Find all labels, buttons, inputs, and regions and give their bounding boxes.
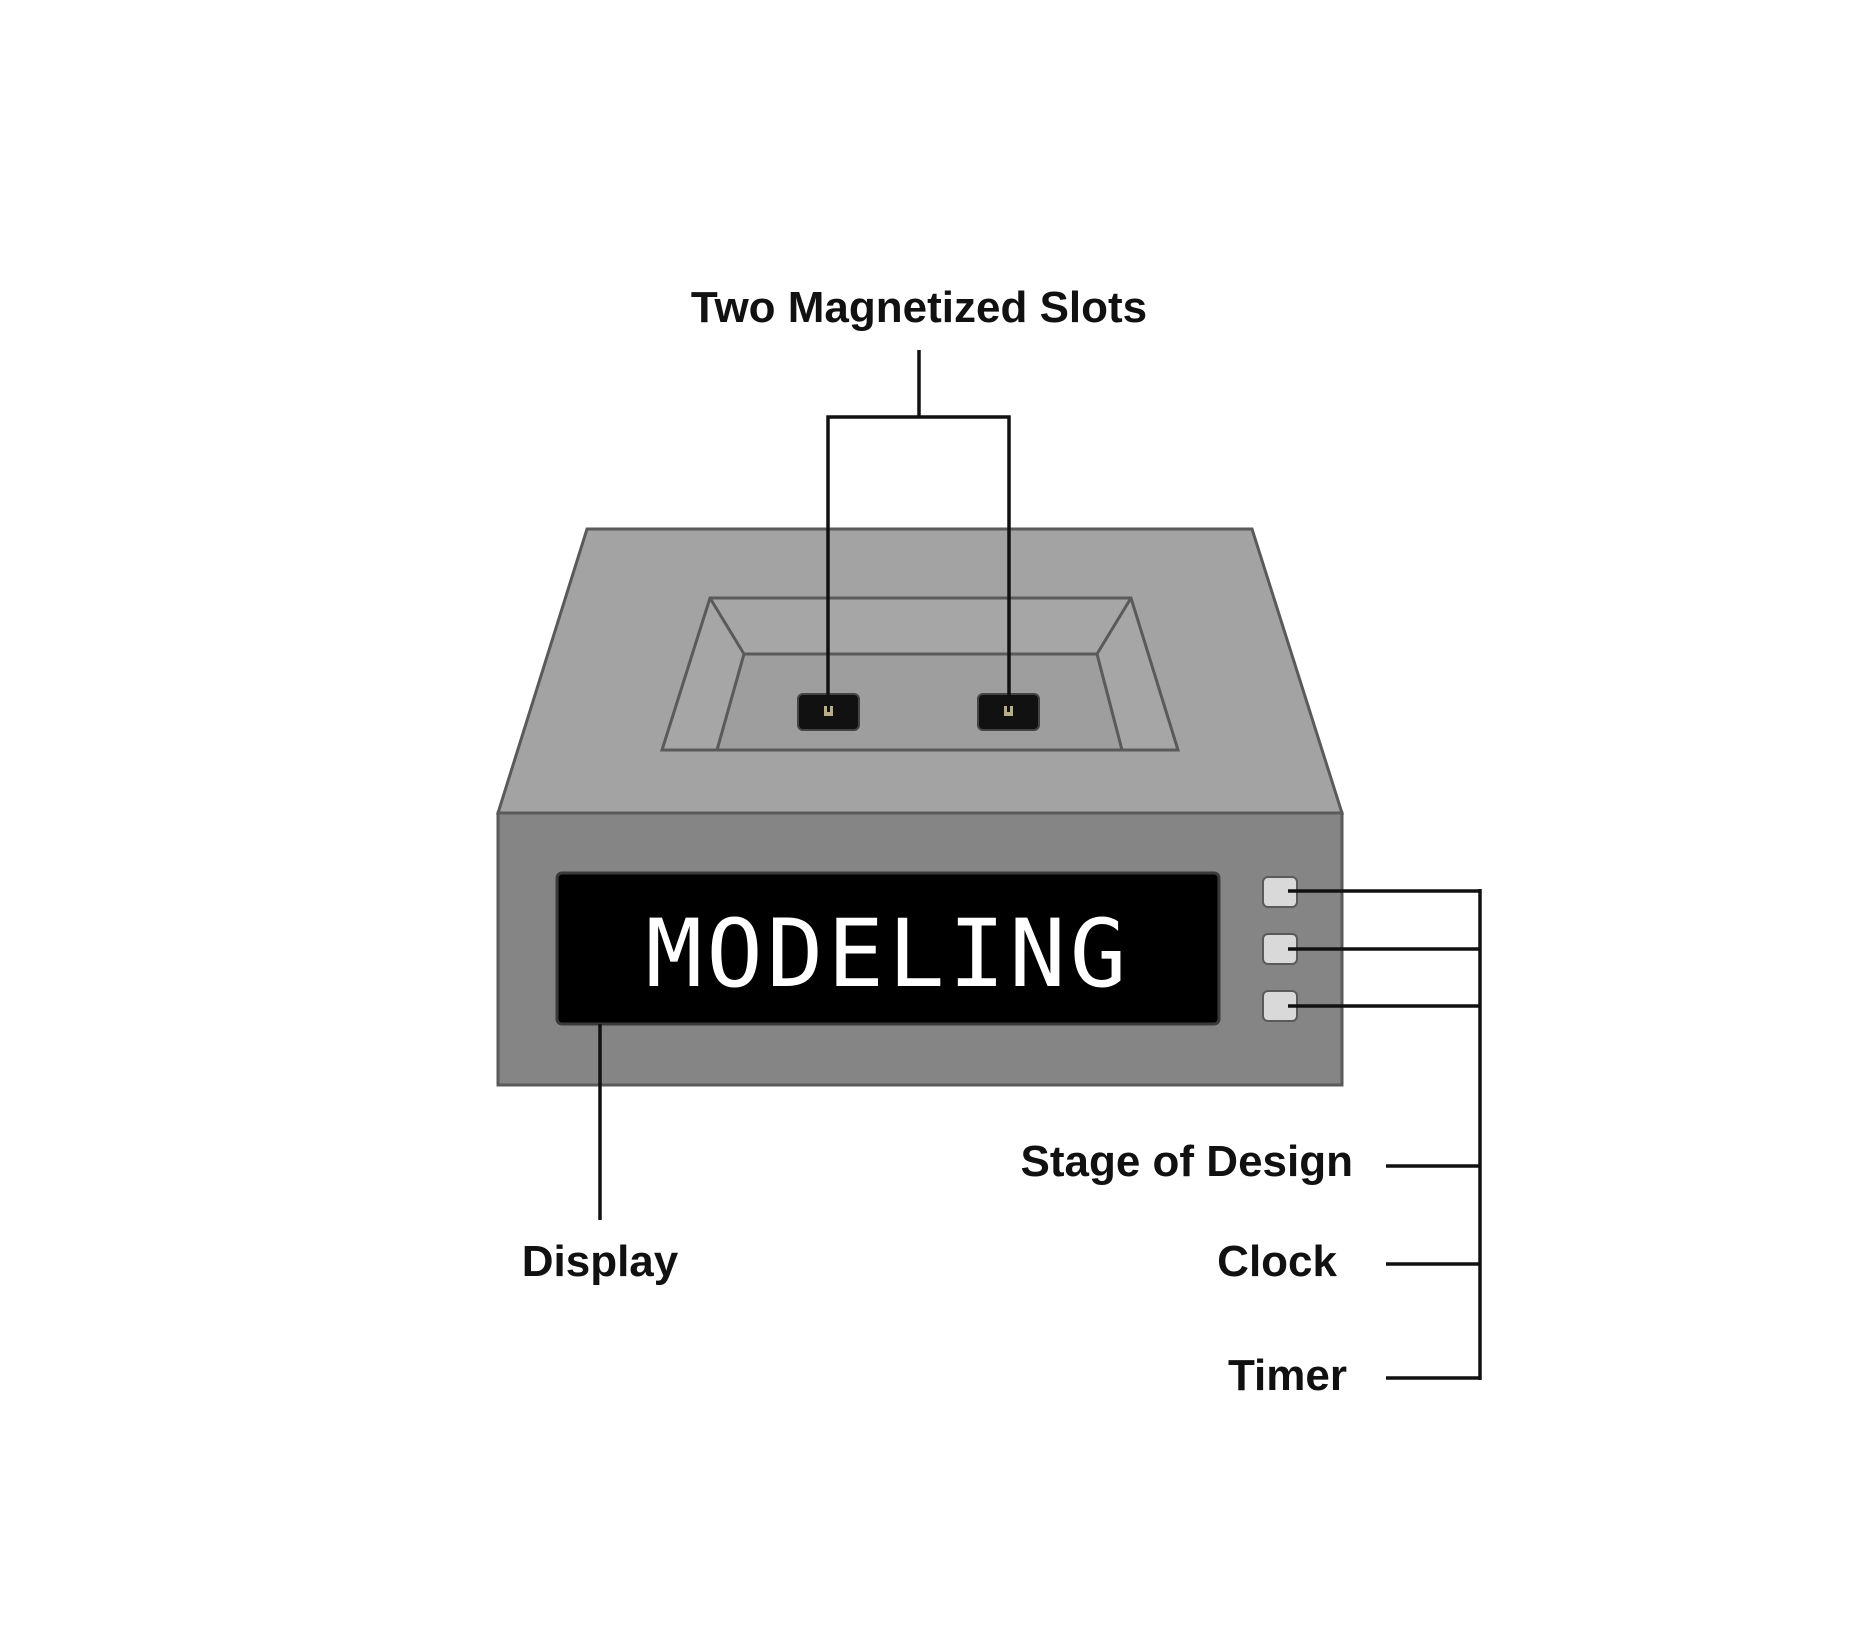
slots-label: Two Magnetized Slots <box>691 283 1147 332</box>
stage-of-design-label: Stage of Design <box>1021 1137 1354 1186</box>
display-label: Display <box>522 1237 679 1286</box>
recessed-tray <box>662 598 1178 750</box>
display-text: MODELING <box>646 900 1131 1009</box>
timer-label: Timer <box>1228 1351 1347 1400</box>
clock-label: Clock <box>1217 1237 1337 1286</box>
tray-floor <box>717 654 1122 750</box>
